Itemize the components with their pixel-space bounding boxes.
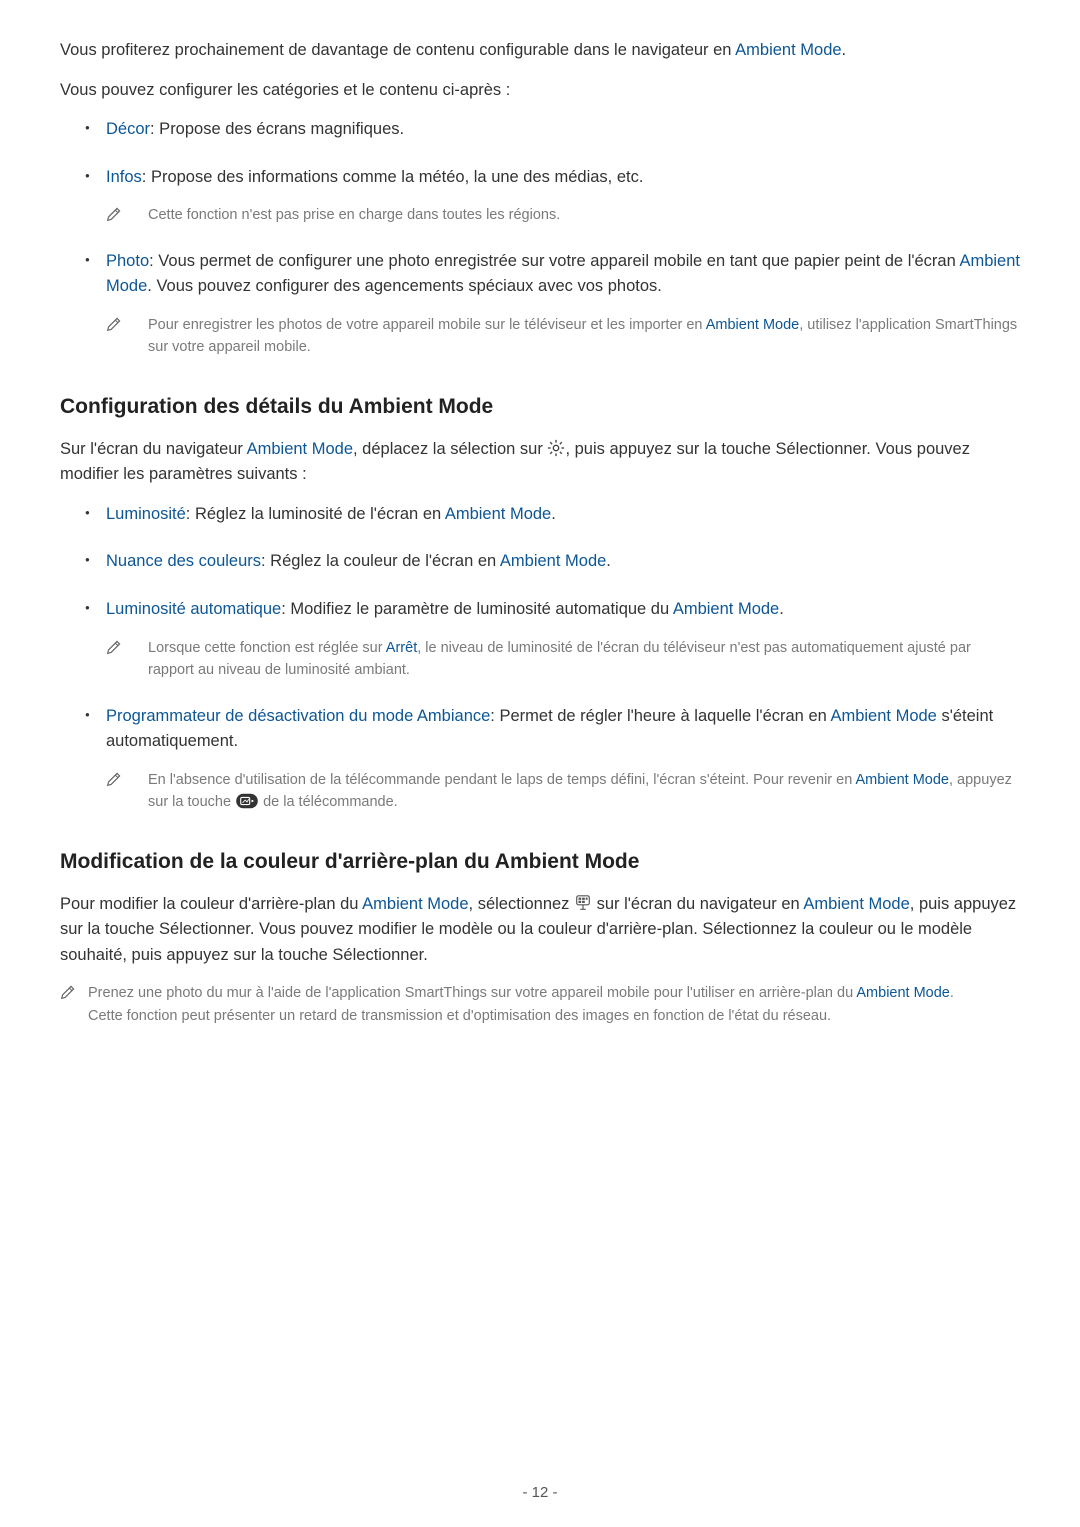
list-item: Luminosité automatique: Modifiez le para…	[60, 597, 1020, 682]
ambient-mode-link: Ambient Mode	[445, 505, 551, 523]
category-title: Décor	[106, 120, 150, 138]
note-text: Pour enregistrer les photos de votre app…	[148, 317, 706, 333]
note-text: de la télécommande.	[259, 794, 398, 810]
setting-title: Luminosité	[106, 505, 186, 523]
setting-title: Luminosité automatique	[106, 600, 281, 618]
text: .	[551, 505, 556, 523]
text: sur l'écran du navigateur en	[592, 895, 803, 913]
remote-button-icon	[235, 792, 259, 810]
intro-paragraph-1: Vous profiterez prochainement de davanta…	[60, 38, 1020, 64]
categories-list: Décor: Propose des écrans magnifiques. I…	[60, 117, 1020, 359]
note-text: Prenez une photo du mur à l'aide de l'ap…	[88, 985, 856, 1001]
text: : Modifiez le paramètre de luminosité au…	[281, 600, 673, 618]
list-item: Infos: Propose des informations comme la…	[60, 165, 1020, 227]
category-title: Infos	[106, 168, 142, 186]
note: Prenez une photo du mur à l'aide de l'ap…	[60, 982, 1020, 1027]
bgcolor-heading: Modification de la couleur d'arrière-pla…	[60, 850, 1020, 874]
text: : Réglez la couleur de l'écran en	[261, 552, 500, 570]
page: Vous profiterez prochainement de davanta…	[0, 0, 1080, 1527]
ambient-mode-link: Ambient Mode	[856, 985, 950, 1001]
list-item: Décor: Propose des écrans magnifiques.	[60, 117, 1020, 143]
text: Sur l'écran du navigateur	[60, 440, 247, 458]
note-text: Cette fonction n'est pas prise en charge…	[148, 207, 560, 223]
text: .	[842, 41, 847, 59]
category-title: Photo	[106, 252, 149, 270]
text: Pour modifier la couleur d'arrière-plan …	[60, 895, 362, 913]
note-text: Cette fonction peut présenter un retard …	[88, 1008, 831, 1024]
text: : Réglez la luminosité de l'écran en	[186, 505, 445, 523]
ambient-mode-link: Ambient Mode	[830, 707, 936, 725]
text: : Propose des écrans magnifiques.	[150, 120, 404, 138]
text: , déplacez la sélection sur	[353, 440, 547, 458]
text: .	[779, 600, 784, 618]
pencil-icon	[106, 770, 123, 787]
list-item: Nuance des couleurs: Réglez la couleur d…	[60, 549, 1020, 575]
ambient-mode-link: Ambient Mode	[856, 772, 950, 788]
page-number: - 12 -	[0, 1484, 1080, 1501]
text: . Vous pouvez configurer des agencements…	[147, 277, 662, 295]
list-item: Luminosité: Réglez la luminosité de l'éc…	[60, 502, 1020, 528]
pencil-icon	[60, 983, 77, 1000]
config-intro: Sur l'écran du navigateur Ambient Mode, …	[60, 437, 1020, 488]
intro-paragraph-2: Vous pouvez configurer les catégories et…	[60, 78, 1020, 104]
ambient-mode-link: Ambient Mode	[735, 41, 841, 59]
pencil-icon	[106, 315, 123, 332]
note: Cette fonction n'est pas prise en charge…	[106, 204, 1020, 226]
pencil-icon	[106, 638, 123, 655]
setting-title: Programmateur de désactivation du mode A…	[106, 707, 490, 725]
text: , sélectionnez	[469, 895, 574, 913]
config-heading: Configuration des détails du Ambient Mod…	[60, 395, 1020, 419]
pencil-icon	[106, 205, 123, 222]
text: .	[606, 552, 611, 570]
note-text: .	[950, 985, 954, 1001]
config-list: Luminosité: Réglez la luminosité de l'éc…	[60, 502, 1020, 814]
palette-icon	[574, 894, 592, 912]
ambient-mode-link: Ambient Mode	[673, 600, 779, 618]
note-text: En l'absence d'utilisation de la télécom…	[148, 772, 856, 788]
ambient-mode-link: Ambient Mode	[247, 440, 353, 458]
ambient-mode-link: Ambient Mode	[500, 552, 606, 570]
list-item: Photo: Vous permet de configurer une pho…	[60, 249, 1020, 359]
ambient-mode-link: Ambient Mode	[803, 895, 909, 913]
gear-icon	[547, 439, 565, 457]
text: : Vous permet de configurer une photo en…	[149, 252, 959, 270]
note: En l'absence d'utilisation de la télécom…	[106, 769, 1020, 814]
text: : Propose des informations comme la mété…	[142, 168, 644, 186]
note: Pour enregistrer les photos de votre app…	[106, 314, 1020, 359]
arret-link: Arrêt	[386, 640, 417, 656]
ambient-mode-link: Ambient Mode	[362, 895, 468, 913]
note-text: Lorsque cette fonction est réglée sur	[148, 640, 386, 656]
ambient-mode-link: Ambient Mode	[706, 317, 800, 333]
bgcolor-paragraph: Pour modifier la couleur d'arrière-plan …	[60, 892, 1020, 969]
text: : Permet de régler l'heure à laquelle l'…	[490, 707, 830, 725]
list-item: Programmateur de désactivation du mode A…	[60, 704, 1020, 814]
setting-title: Nuance des couleurs	[106, 552, 261, 570]
note: Lorsque cette fonction est réglée sur Ar…	[106, 637, 1020, 682]
text: Vous profiterez prochainement de davanta…	[60, 41, 735, 59]
